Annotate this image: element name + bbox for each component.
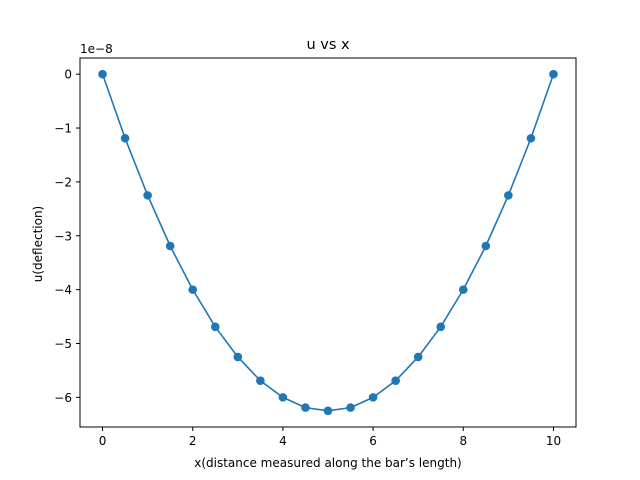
y-tick-label: −2 xyxy=(54,175,72,189)
data-point xyxy=(188,285,198,294)
x-tick-label: 2 xyxy=(189,434,197,448)
data-point xyxy=(165,241,175,251)
y-axis-label: u(deflection) xyxy=(31,206,45,283)
data-point xyxy=(391,376,400,385)
y-tick-label: −5 xyxy=(54,337,72,351)
x-tick-label: 6 xyxy=(369,434,377,448)
y-offset-label: 1e−8 xyxy=(80,42,113,56)
data-point xyxy=(210,322,220,332)
data-point xyxy=(436,322,446,332)
y-tick-label: −3 xyxy=(54,229,72,243)
data-point xyxy=(346,403,355,412)
data-point xyxy=(368,393,378,402)
y-tick-label: −4 xyxy=(54,283,72,297)
x-tick-label: 10 xyxy=(546,434,561,448)
y-tick-label: 0 xyxy=(64,68,72,82)
data-point xyxy=(413,352,423,362)
data-point xyxy=(256,376,265,385)
data-point xyxy=(233,352,243,362)
data-point xyxy=(504,191,513,200)
x-tick-label: 8 xyxy=(459,434,467,448)
x-tick-label: 0 xyxy=(99,434,107,448)
data-point xyxy=(323,406,333,416)
data-point xyxy=(458,285,468,294)
data-point xyxy=(120,133,130,143)
y-tick-label: −6 xyxy=(54,391,72,405)
data-point xyxy=(278,393,288,402)
plot-frame xyxy=(79,57,577,428)
y-tick-label: −1 xyxy=(54,122,72,136)
x-tick-label: 4 xyxy=(279,434,287,448)
data-point xyxy=(481,241,491,251)
data-point xyxy=(526,133,536,143)
data-point xyxy=(98,69,107,79)
series-layer xyxy=(98,69,558,416)
data-point xyxy=(143,191,152,200)
data-point xyxy=(549,69,558,79)
x-axis-label: x(distance measured along the bar’s leng… xyxy=(194,456,462,470)
chart-title: u vs x xyxy=(306,37,350,53)
data-point xyxy=(301,403,310,412)
ticks-layer: 0 2 4 6 8 10 0 −1 −2 −3 −4 −5 −6 xyxy=(54,68,561,448)
